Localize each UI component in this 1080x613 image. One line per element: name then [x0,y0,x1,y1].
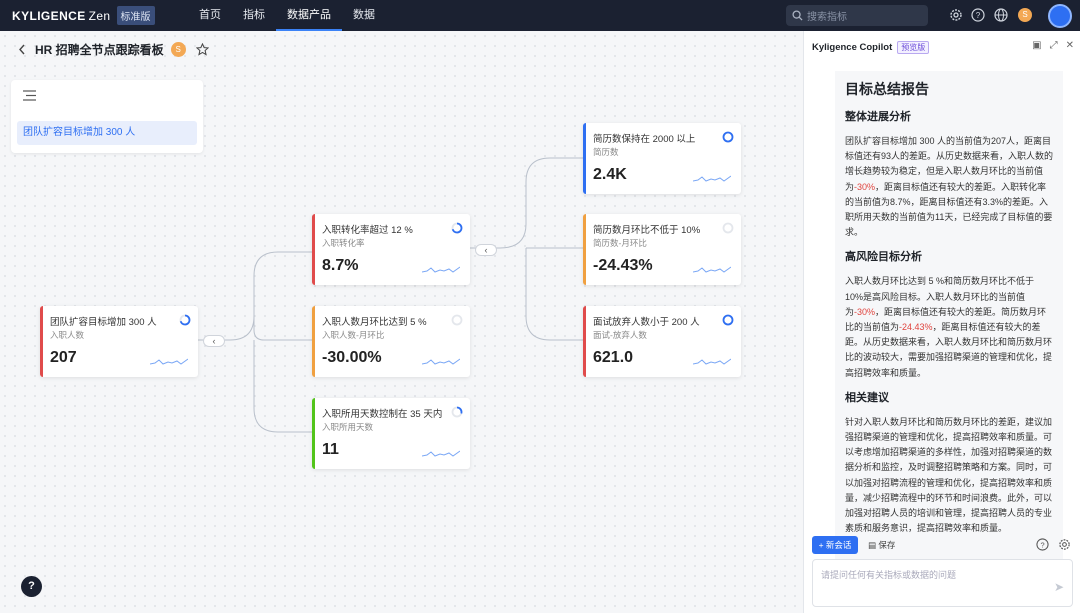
nav-home[interactable]: 首页 [199,9,221,21]
send-icon[interactable]: ➤ [1053,580,1064,594]
metric-name: 面试-放弃人数 [593,330,647,340]
report-title: 目标总结报告 [845,81,929,97]
save-icon: ▤ [868,540,879,550]
sparkline-icon [693,175,731,182]
goal-card-conversion-rate[interactable]: 入职转化率超过 12 % 入职转化率 8.7% [312,214,470,285]
section-risk-heading: 高风险目标分析 [845,251,922,264]
gear-icon[interactable] [949,8,963,22]
back-icon[interactable] [18,44,27,55]
expand-icon[interactable]: ⤢ [1049,40,1058,51]
metric-name: 简历数-月环比 [593,238,647,248]
metric-value: 2.4K [593,166,627,183]
svg-text:?: ? [1040,540,1044,549]
progress-ring-icon [451,222,463,234]
close-icon[interactable]: ✕ [1065,40,1074,51]
copilot-header: Kyligence Copilot 预览版 [812,41,930,54]
sparkline-icon [422,450,460,457]
goal-card-root[interactable]: 团队扩容目标增加 300 人入职人数 207 [40,306,198,377]
goal-title: 团队扩容目标增加 300 人 [50,317,157,328]
chat-input[interactable]: 请提问任何有关指标或数据的问题 ➤ [812,559,1073,607]
goal-card-interview-dropouts[interactable]: 面试放弃人数小于 200 人面试-放弃人数 621.0 [583,306,741,377]
help-button[interactable]: ? [21,576,42,597]
outline-item-root-goal[interactable]: 团队扩容目标增加 300 人 [17,121,197,145]
sparkline-icon [422,358,460,365]
progress-ring-icon [722,314,734,326]
progress-ring-icon [722,222,734,234]
collapse-toggle-root[interactable]: ‹ [203,335,225,347]
goal-card-hires-mom[interactable]: 入职人数月环比达到 5 % 入职人数-月环比 -30.00% [312,306,470,377]
globe-icon[interactable] [994,8,1008,22]
top-bar: KYLIGENCE Zen 标准版 首页 指标 数据产品 数据 搜索指标 ? S [0,0,1080,31]
goal-card-resume-count[interactable]: 简历数保持在 2000 以上 简历数 2.4K [583,123,741,194]
metric-name: 简历数 [593,147,619,157]
help-icon[interactable]: ? [1036,538,1049,551]
user-avatar[interactable]: S [1018,8,1032,22]
outline-toggle-icon[interactable] [23,90,36,101]
search-icon [792,10,803,21]
sparkline-icon [150,358,188,365]
help-icon[interactable]: ? [971,8,985,22]
tree-connectors [198,157,583,433]
nav-data[interactable]: 数据 [353,9,375,21]
panel-controls: ▣ ⤢ ✕ [1032,40,1074,51]
dock-icon[interactable]: ▣ [1032,40,1042,51]
metric-value: 207 [50,349,77,366]
settings-icon[interactable] [1058,538,1071,551]
section-risk-text: 入职人数月环比达到 5 %和简历数月环比不低于 10%是高风险目标。入职人数月环… [845,276,1053,378]
page-title: HR 招聘全节点跟踪看板 [35,42,164,57]
copilot-title: Kyligence Copilot [812,42,893,53]
copilot-panel: Kyligence Copilot 预览版 ▣ ⤢ ✕ 目标总结报告 整体进展分… [803,31,1080,613]
goal-title: 面试放弃人数小于 200 人 [593,317,700,328]
search-input[interactable]: 搜索指标 [786,5,928,26]
star-icon[interactable] [195,42,209,56]
metric-name: 入职所用天数 [322,422,374,432]
section-progress-text: 团队扩容目标增加 300 人的当前值为207人，距离目标值还有93人的差距。从历… [845,136,1054,238]
section-suggestions-text: 针对入职人数月环比和简历数月环比的差距，建议加强招聘渠道的管理和优化，提高招聘效… [845,416,1053,534]
goal-title: 简历数保持在 2000 以上 [593,134,696,145]
collapse-toggle-conversion[interactable]: ‹ [475,244,497,256]
preview-badge: 预览版 [897,41,930,54]
goal-title: 简历数月环比不低于 10% [593,225,701,236]
goal-title: 入职所用天数控制在 35 天内 [322,409,443,420]
nav-metrics[interactable]: 指标 [243,9,265,21]
metric-name: 入职人数-月环比 [322,330,385,340]
page-header: HR 招聘全节点跟踪看板 S [18,40,209,58]
metric-value: 11 [322,441,339,458]
new-chat-button[interactable]: + 新会话 [812,536,858,554]
summary-report: 目标总结报告 整体进展分析 团队扩容目标增加 300 人的当前值为207人，距离… [835,71,1063,559]
goal-card-hire-days[interactable]: 入职所用天数控制在 35 天内 入职所用天数 11 [312,398,470,469]
goal-card-resume-mom[interactable]: 简历数月环比不低于 10% 简历数-月环比 -24.43% [583,214,741,285]
copilot-bot-icon[interactable] [1048,4,1072,28]
owner-avatar[interactable]: S [170,41,186,57]
metric-value: -24.43% [593,257,653,274]
section-progress-heading: 整体进展分析 [845,111,911,123]
brand-logo[interactable]: KYLIGENCE Zen [12,8,111,23]
main-nav: 首页 指标 数据产品 数据 [188,0,386,31]
sparkline-icon [693,266,731,273]
metric-value: 8.7% [322,257,359,274]
edition-badge: 标准版 [116,6,155,25]
progress-ring-icon [451,314,463,326]
sparkline-icon [693,358,731,365]
progress-ring-icon [179,314,191,326]
svg-text:?: ? [976,11,981,20]
nav-data-products[interactable]: 数据产品 [276,0,342,31]
chat-input-placeholder: 请提问任何有关指标或数据的问题 [821,570,957,580]
progress-ring-icon [722,131,734,143]
progress-ring-icon [451,406,463,418]
metric-name: 入职转化率 [322,238,365,248]
sparkline-icon [422,266,460,273]
outline-panel: 团队扩容目标增加 300 人 [11,80,203,153]
save-button[interactable]: ▤ 保存 [868,540,896,550]
search-placeholder: 搜索指标 [807,12,847,23]
metric-value: 621.0 [593,349,634,366]
panel-actions: + 新会话 ▤ 保存 ? [812,536,1074,556]
goal-title: 入职人数月环比达到 5 % [322,317,427,328]
goal-title: 入职转化率超过 12 % [322,225,413,236]
section-suggestions-heading: 相关建议 [845,391,889,404]
metric-value: -30.00% [322,349,382,366]
metric-name: 入职人数 [50,330,85,340]
